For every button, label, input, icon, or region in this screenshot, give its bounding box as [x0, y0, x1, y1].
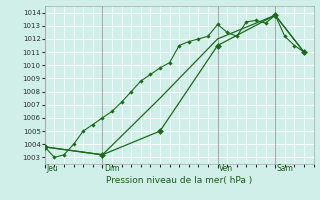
Text: Jeu: Jeu — [46, 164, 58, 173]
Text: Ven: Ven — [219, 164, 233, 173]
X-axis label: Pression niveau de la mer( hPa ): Pression niveau de la mer( hPa ) — [106, 176, 252, 185]
Text: Dim: Dim — [104, 164, 119, 173]
Text: Sam: Sam — [277, 164, 294, 173]
